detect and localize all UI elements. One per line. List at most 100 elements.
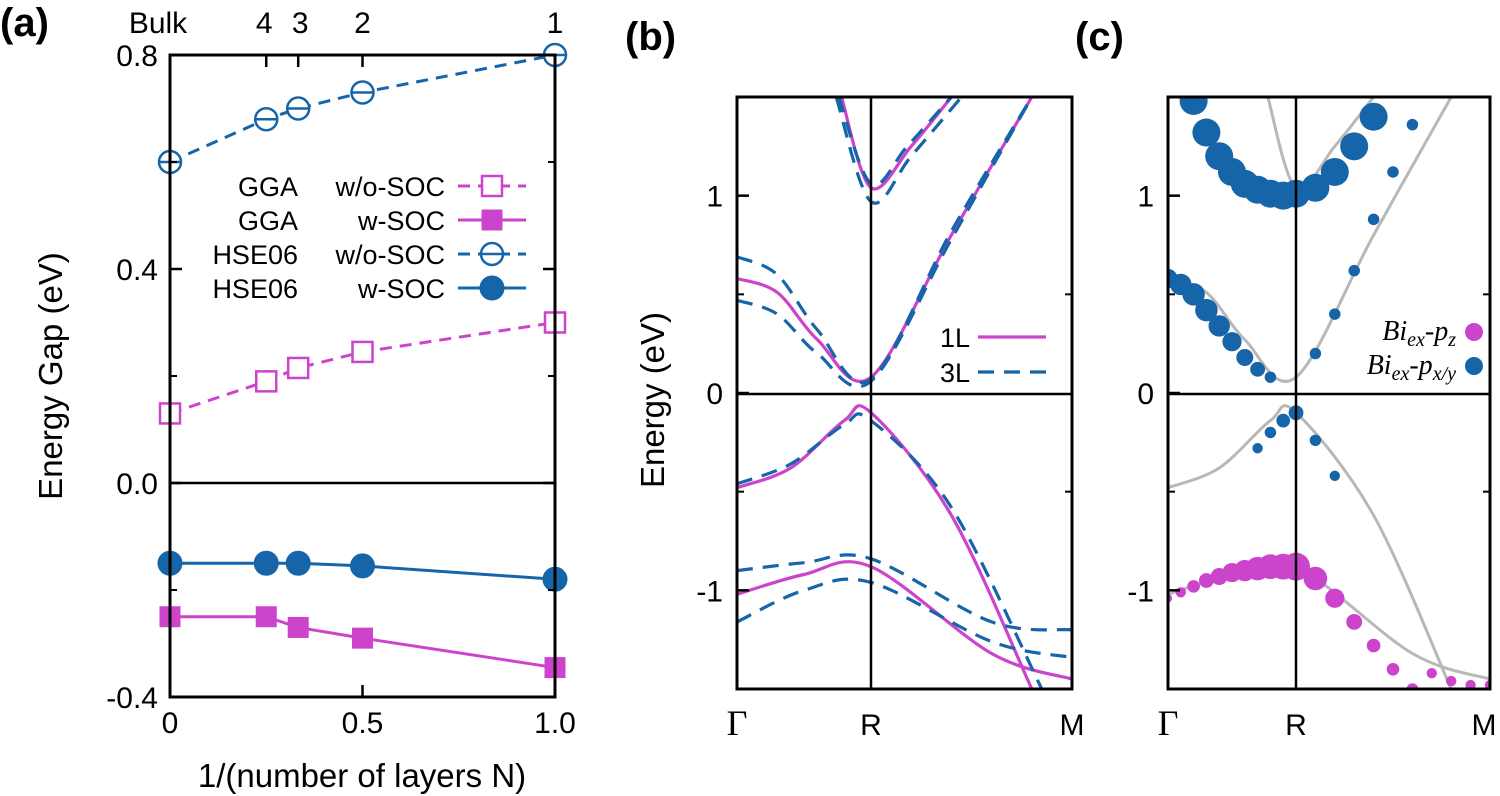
projection-point-pxy <box>1195 298 1218 322</box>
panel-c-kpoint-label: Γ <box>1158 703 1179 743</box>
panel-a-line-gga_wosoc <box>169 321 556 415</box>
legend-soc: w/o-SOC <box>334 240 445 270</box>
panel-a-ylabel: Energy Gap (eV) <box>32 252 69 500</box>
legend-1L-label: 1L <box>940 323 970 353</box>
legend-text-part: Bi <box>1367 350 1392 381</box>
projection-point-pxy <box>1222 332 1242 352</box>
projection-point-pxy <box>1264 371 1277 383</box>
panel-b-ylabel: Energy (eV) <box>634 312 671 488</box>
panel-a-ytick-label: 0.0 <box>116 468 158 501</box>
panel-label-a: (a) <box>0 1 49 45</box>
panel-b-ticks: 1 0 -1 Γ R M <box>696 181 1084 743</box>
panel-a-toptick-label: 3 <box>292 7 309 40</box>
panel-a-marker-gga_wsoc <box>352 627 373 649</box>
legend-method: HSE06 <box>212 274 298 304</box>
band-3L <box>737 412 1044 689</box>
projection-point-pz <box>1366 638 1381 653</box>
panel-a-ytick-label: 0.4 <box>116 254 158 287</box>
projection-point-pz <box>1465 679 1476 689</box>
panel-c-ytick-label: -1 <box>1127 575 1154 608</box>
projection-point-pxy <box>1179 97 1208 115</box>
legend-3L-label: 3L <box>940 358 970 388</box>
panel-b-kpoint-label: Γ <box>727 703 748 743</box>
panel-b-ytick-label: -1 <box>696 575 723 608</box>
projection-point-pxy <box>1264 426 1277 439</box>
projection-point-pxy <box>1359 102 1388 131</box>
legend-projection-label: Biex-pz <box>1382 316 1456 351</box>
panel-a-toptick-label: Bulk <box>129 7 188 40</box>
panel-a-line-hse_wosoc <box>169 53 556 164</box>
panel-a-marker-hse_wsoc <box>285 550 311 576</box>
projection-point-pz <box>1325 588 1345 608</box>
projection-point-pxy <box>1348 264 1360 277</box>
panel-a-ytick-label: -0.4 <box>106 682 158 715</box>
projection-point-pz <box>1426 668 1438 679</box>
projection-point-pz <box>1175 587 1187 598</box>
legend-text-part: ex <box>1392 363 1410 385</box>
legend-text-part: ex <box>1407 329 1425 351</box>
panel-b-kpoint-label: R <box>860 709 882 742</box>
band-3L <box>737 97 1034 389</box>
projection-point-pxy <box>1320 157 1349 186</box>
panel-c-ticks: 1 0 -1 Γ R M <box>1127 181 1496 743</box>
band-3L <box>737 97 1034 384</box>
legend-projection-dot <box>1465 323 1483 341</box>
panel-b-kpoint-label: M <box>1060 709 1085 742</box>
band-3L <box>834 97 963 205</box>
panel-b-ytick-label: 0 <box>706 378 723 411</box>
panel-a-toptick-label: 2 <box>354 7 371 40</box>
legend-text-part: -p <box>1409 350 1432 381</box>
projection-point-pxy <box>1276 413 1291 428</box>
panel-a-marker-hse_wsoc <box>350 553 375 579</box>
legend-text-part: -p <box>1425 316 1448 347</box>
panel-a-frame <box>168 53 557 699</box>
projection-point-pz <box>1386 662 1400 676</box>
projection-point-pz <box>1346 613 1363 630</box>
panel-a-marker-gga_wsoc <box>287 616 309 638</box>
projection-point-pz <box>1187 580 1200 593</box>
projection-point-pxy <box>1250 361 1265 377</box>
panel-a-marker-gga_wosoc <box>255 370 278 393</box>
panel-a-toptick-label: 4 <box>256 7 273 40</box>
projection-point-pxy <box>1182 283 1205 306</box>
panel-c-points <box>1168 97 1490 689</box>
projection-point-pxy <box>1367 213 1380 226</box>
projection-point-pxy <box>1309 434 1322 447</box>
panel-a-legend: GGA w/o-SOC GGA w-SOC HSE06 w/o-SOC HSE06 w-SOC <box>212 172 526 304</box>
projection-point-pxy <box>1309 347 1322 360</box>
projection-point-pz <box>1199 573 1214 588</box>
legend-text-part: z <box>1447 329 1456 351</box>
band-1L <box>737 404 1034 689</box>
projection-point-pxy <box>1387 166 1399 178</box>
legend-marker <box>480 174 504 198</box>
panel-c-ytick-label: 1 <box>1137 181 1154 214</box>
panel-a-toptick-label: 1 <box>547 7 564 40</box>
panel-a-xlabel: 1/(number of layers N) <box>198 757 526 794</box>
legend-method: HSE06 <box>212 240 298 270</box>
panel-c-kpoint-label: R <box>1285 709 1307 742</box>
panel-a-marker-hse_wsoc <box>253 550 279 576</box>
projection-point-pxy <box>1301 173 1330 202</box>
band-3L <box>737 553 1072 632</box>
band-1L <box>737 97 1034 383</box>
projection-point-pxy <box>1208 315 1230 337</box>
panel-a-marker-gga_wsoc <box>255 606 277 628</box>
legend-soc: w/o-SOC <box>334 172 445 202</box>
projection-point-pxy <box>1192 118 1221 147</box>
projection-point-pxy <box>1329 470 1341 482</box>
panel-c-kpoint-label: M <box>1472 709 1497 742</box>
projection-point-pxy <box>1329 308 1341 320</box>
projection-point-pxy <box>1340 132 1369 161</box>
legend-marker <box>479 275 505 301</box>
band-3L <box>837 97 953 187</box>
projection-point-pz <box>1446 675 1457 687</box>
panel-a-ytick-label: 0.8 <box>116 40 158 73</box>
legend-projection-label: Biex-px/y <box>1367 350 1456 385</box>
legend-projection-dot <box>1465 357 1483 375</box>
legend-text-part: x/y <box>1432 363 1456 385</box>
panel-a-xtick-label: 0 <box>162 707 179 740</box>
